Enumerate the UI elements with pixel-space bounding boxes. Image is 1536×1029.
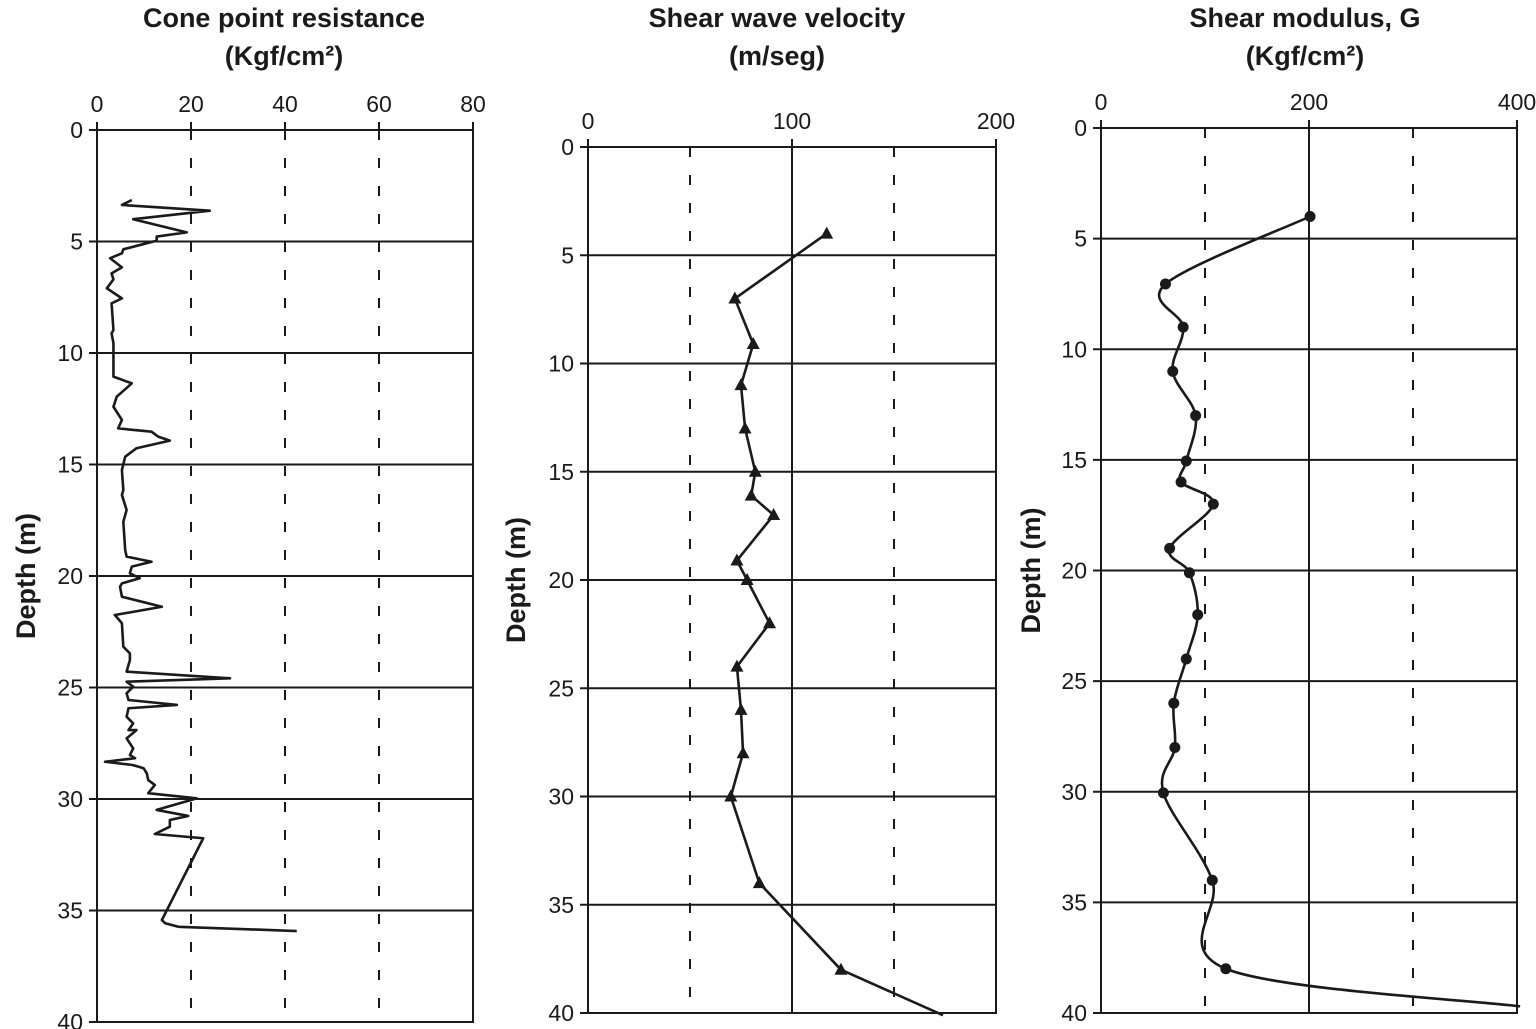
- data-point-circle: [1220, 963, 1232, 975]
- x-tick-label: 200: [977, 108, 1015, 134]
- y-tick-label: 10: [57, 340, 83, 366]
- x-tick-label: 60: [366, 91, 392, 117]
- data-point-triangle: [738, 421, 752, 434]
- y-tick-label: 0: [1074, 115, 1087, 141]
- series-line: [1157, 215, 1521, 1008]
- data-point-triangle: [744, 488, 758, 501]
- data-point-triangle: [752, 876, 766, 889]
- data-point-circle: [1190, 410, 1202, 422]
- data-point-circle: [1159, 278, 1171, 290]
- data-point-triangle: [730, 553, 744, 566]
- y-tick-label: 15: [57, 452, 83, 478]
- y-tick-label: 35: [1061, 889, 1087, 915]
- data-point-circle: [1168, 697, 1180, 709]
- data-point-circle: [1180, 653, 1192, 665]
- y-tick-label: 40: [57, 1009, 83, 1029]
- y-tick-label: 25: [548, 675, 574, 701]
- data-point-triangle: [767, 508, 781, 521]
- panel-title-line: (Kgf/cm²): [225, 41, 343, 71]
- y-tick-label: 20: [1061, 558, 1087, 584]
- y-tick-label: 25: [1061, 668, 1087, 694]
- panel-title-line: (Kgf/cm²): [1246, 41, 1364, 71]
- y-tick-label: 10: [548, 351, 574, 377]
- y-axis-title: Depth (m): [11, 513, 41, 639]
- data-point-circle: [1169, 742, 1181, 753]
- data-point-circle: [1167, 365, 1179, 377]
- y-tick-label: 30: [57, 786, 83, 812]
- data-point-triangle: [734, 378, 748, 391]
- data-point-circle: [1192, 609, 1204, 621]
- y-tick-label: 25: [57, 675, 83, 701]
- data-point-circle: [1206, 874, 1218, 886]
- data-point-triangle: [834, 962, 848, 975]
- y-tick-label: 10: [1061, 336, 1087, 362]
- data-point-circle: [1157, 787, 1169, 799]
- x-tick-label: 20: [178, 91, 204, 117]
- y-axis-title: Depth (m): [1016, 508, 1046, 634]
- y-tick-label: 35: [548, 892, 574, 918]
- panel-3: Shear modulus, G(Kgf/cm²)Depth (m)0 200 40…: [1016, 3, 1536, 1026]
- data-point-circle: [1180, 455, 1192, 467]
- data-point-circle: [1183, 567, 1195, 579]
- data-point-triangle: [740, 573, 754, 585]
- y-tick-label: 30: [548, 784, 574, 810]
- data-point-triangle: [724, 789, 738, 802]
- data-point-circle: [1207, 498, 1219, 510]
- y-axis-title: Depth (m): [501, 517, 531, 643]
- data-point-circle: [1304, 211, 1316, 222]
- y-tick-label: 0: [561, 134, 574, 160]
- y-tick-label: 20: [548, 567, 574, 593]
- y-tick-label: 35: [57, 898, 83, 924]
- y-tick-label: 0: [70, 117, 83, 143]
- data-point-triangle: [763, 616, 777, 629]
- y-tick-label: 30: [1061, 779, 1087, 805]
- x-tick-label: 0: [91, 91, 104, 117]
- x-tick-label: 100: [773, 108, 811, 134]
- y-tick-label: 5: [1074, 226, 1087, 252]
- x-tick-label: 200: [1290, 89, 1328, 115]
- panel-title-line: Cone point resistance: [143, 3, 425, 33]
- x-tick-label: 40: [272, 91, 298, 117]
- data-point-circle: [1164, 542, 1176, 554]
- data-point-triangle: [734, 702, 748, 715]
- panel-title-line: Shear wave velocity: [649, 3, 906, 33]
- y-tick-label: 40: [1061, 1000, 1087, 1026]
- x-tick-label: 0: [582, 108, 595, 134]
- panel-1: Cone point resistance (Kgf/cm²) Depth (m) 0…: [11, 3, 486, 1029]
- x-tick-label: 80: [460, 91, 486, 117]
- panel-title-line: (m/seg): [729, 41, 825, 71]
- data-point-triangle: [820, 226, 834, 239]
- y-tick-label: 5: [70, 229, 83, 255]
- panel-title-line: Shear modulus, G: [1189, 3, 1420, 33]
- data-point-triangle: [736, 746, 750, 759]
- x-tick-label: 400: [1498, 89, 1536, 115]
- x-tick-label: 0: [1095, 89, 1108, 115]
- data-point-triangle: [748, 464, 762, 477]
- y-tick-label: 20: [57, 563, 83, 589]
- y-tick-label: 40: [548, 1000, 574, 1026]
- data-point-triangle: [730, 659, 744, 672]
- y-tick-label: 5: [561, 242, 574, 268]
- series-line: [729, 232, 944, 1017]
- y-tick-label: 15: [548, 459, 574, 485]
- panel-2: Shear wave velocity(m/seg)Depth (m)0 100 2…: [501, 3, 1015, 1026]
- data-point-circle: [1175, 476, 1187, 488]
- data-point-triangle: [728, 291, 742, 304]
- y-tick-label: 15: [1061, 447, 1087, 473]
- data-point-circle: [1177, 321, 1189, 333]
- series-line: [103, 198, 297, 933]
- data-point-triangle: [746, 337, 760, 350]
